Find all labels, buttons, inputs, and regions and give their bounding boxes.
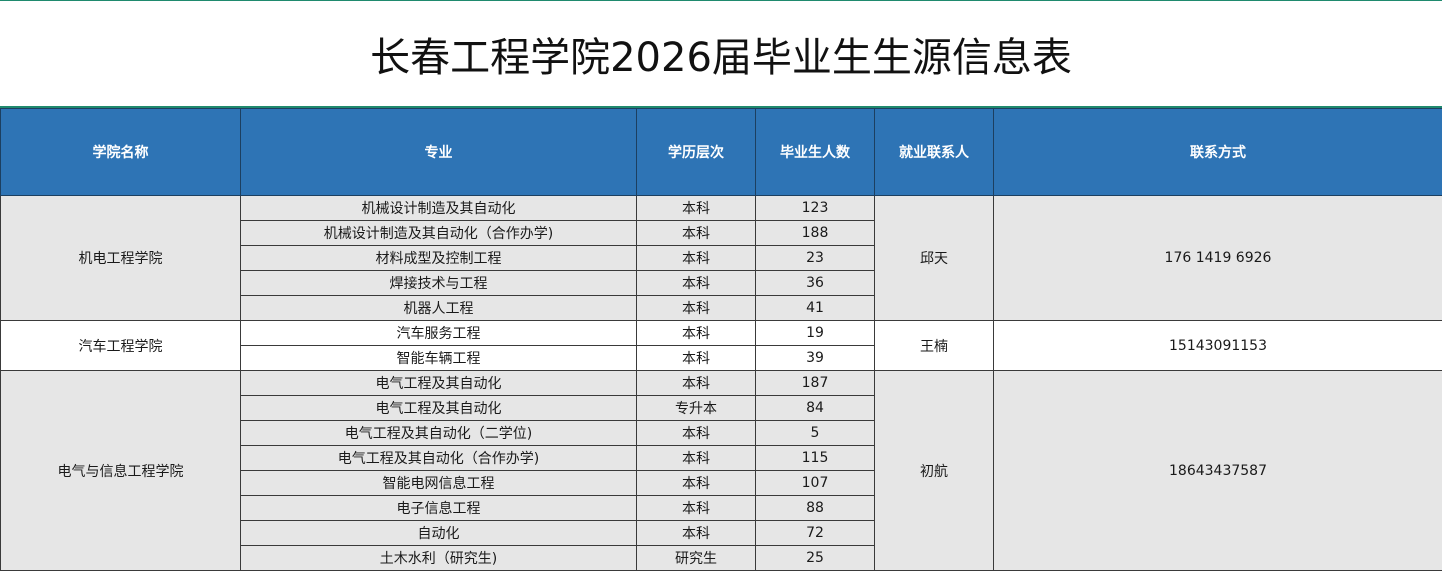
contact-cell: 15143091153 [993, 320, 1442, 371]
top-accent-line [0, 0, 1442, 1]
contact-person-cell: 王楠 [874, 320, 994, 371]
count-cell: 187 [755, 370, 875, 396]
level-cell: 本科 [636, 420, 756, 446]
header-contact: 联系方式 [993, 108, 1442, 196]
major-cell: 土木水利（研究生) [240, 545, 637, 571]
count-cell: 115 [755, 445, 875, 471]
level-cell: 本科 [636, 470, 756, 496]
major-cell: 智能电网信息工程 [240, 470, 637, 496]
header-major: 专业 [240, 108, 637, 196]
contact-person-cell: 初航 [874, 370, 994, 571]
table-row: 电气工程及其自动化（合作办学) 本科 115 [1, 445, 1442, 471]
level-cell: 研究生 [636, 545, 756, 571]
level-cell: 本科 [636, 295, 756, 321]
count-cell: 39 [755, 345, 875, 371]
table-row: 自动化 本科 72 [1, 520, 1442, 546]
major-cell: 汽车服务工程 [240, 320, 637, 346]
header-contact-person: 就业联系人 [874, 108, 994, 196]
count-cell: 23 [755, 245, 875, 271]
table-row: 电气与信息工程学院 电气工程及其自动化 本科 187 初航 1864343758… [0, 370, 1442, 571]
major-cell: 机械设计制造及其自动化（合作办学) [240, 220, 637, 246]
count-cell: 5 [755, 420, 875, 446]
major-cell: 电气工程及其自动化（二学位) [240, 420, 637, 446]
level-cell: 本科 [636, 220, 756, 246]
major-cell: 电气工程及其自动化 [240, 370, 637, 396]
table-row: 土木水利（研究生) 研究生 25 [1, 545, 1442, 571]
table-row: 焊接技术与工程 本科 36 [1, 270, 1442, 296]
major-cell: 机器人工程 [240, 295, 637, 321]
major-cell: 智能车辆工程 [240, 345, 637, 371]
major-cell: 电气工程及其自动化 [240, 395, 637, 421]
count-cell: 188 [755, 220, 875, 246]
header-row: 学院名称 专业 学历层次 毕业生人数 就业联系人 联系方式 [0, 108, 1442, 196]
level-cell: 本科 [636, 195, 756, 221]
major-cell: 焊接技术与工程 [240, 270, 637, 296]
table-row: 机械设计制造及其自动化（合作办学) 本科 188 [1, 220, 1442, 246]
table-row: 智能车辆工程 本科 39 [1, 345, 1442, 371]
level-cell: 本科 [636, 370, 756, 396]
college-cell: 电气与信息工程学院 [0, 370, 241, 571]
major-cell: 电气工程及其自动化（合作办学) [240, 445, 637, 471]
level-cell: 本科 [636, 245, 756, 271]
count-cell: 19 [755, 320, 875, 346]
major-cell: 机械设计制造及其自动化 [240, 195, 637, 221]
graduate-info-table: 学院名称 专业 学历层次 毕业生人数 就业联系人 联系方式 机电工程学院 机械设… [0, 108, 1442, 571]
level-cell: 专升本 [636, 395, 756, 421]
count-cell: 41 [755, 295, 875, 321]
table-row: 电气工程及其自动化（二学位) 本科 5 [1, 420, 1442, 446]
header-count: 毕业生人数 [755, 108, 875, 196]
count-cell: 72 [755, 520, 875, 546]
table-body: 机电工程学院 机械设计制造及其自动化 本科 123 邱天 176 1419 69… [0, 195, 1442, 571]
table-row: 材料成型及控制工程 本科 23 [1, 245, 1442, 271]
level-cell: 本科 [636, 345, 756, 371]
level-cell: 本科 [636, 520, 756, 546]
level-cell: 本科 [636, 495, 756, 521]
count-cell: 107 [755, 470, 875, 496]
count-cell: 88 [755, 495, 875, 521]
major-cell: 自动化 [240, 520, 637, 546]
header-college: 学院名称 [0, 108, 241, 196]
contact-cell: 176 1419 6926 [993, 195, 1442, 321]
table-row: 机器人工程 本科 41 [1, 295, 1442, 321]
count-cell: 36 [755, 270, 875, 296]
page-title: 长春工程学院2026届毕业生生源信息表 [370, 34, 1072, 81]
college-cell: 汽车工程学院 [0, 320, 241, 371]
table-row: 机电工程学院 机械设计制造及其自动化 本科 123 邱天 176 1419 69… [0, 195, 1442, 321]
major-cell: 电子信息工程 [240, 495, 637, 521]
contact-cell: 18643437587 [993, 370, 1442, 571]
contact-person-cell: 邱天 [874, 195, 994, 321]
table-row: 智能电网信息工程 本科 107 [1, 470, 1442, 496]
table-row: 电子信息工程 本科 88 [1, 495, 1442, 521]
title-band: 长春工程学院2026届毕业生生源信息表 [0, 1, 1442, 106]
count-cell: 123 [755, 195, 875, 221]
header-level: 学历层次 [636, 108, 756, 196]
major-cell: 材料成型及控制工程 [240, 245, 637, 271]
college-cell: 机电工程学院 [0, 195, 241, 321]
table-row: 汽车工程学院 汽车服务工程 本科 19 王楠 15143091153 [0, 320, 1442, 371]
count-cell: 25 [755, 545, 875, 571]
count-cell: 84 [755, 395, 875, 421]
title-divider [0, 106, 1442, 108]
level-cell: 本科 [636, 320, 756, 346]
level-cell: 本科 [636, 270, 756, 296]
level-cell: 本科 [636, 445, 756, 471]
